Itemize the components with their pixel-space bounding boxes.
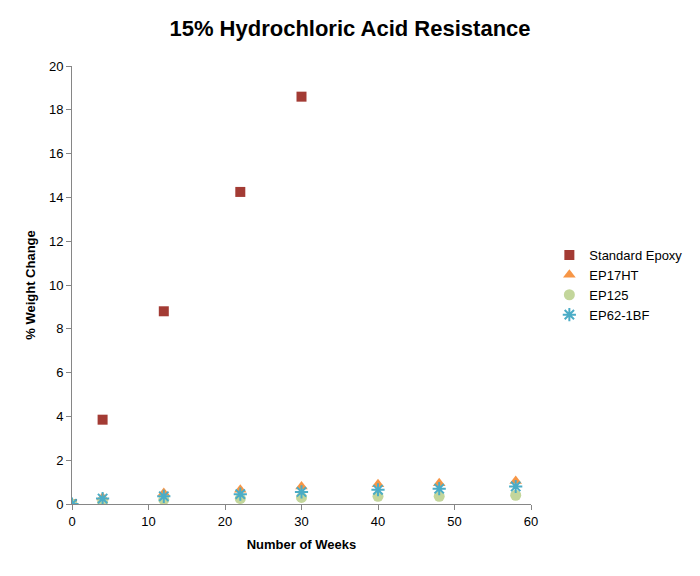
svg-text:30: 30 xyxy=(294,514,308,529)
svg-text:20: 20 xyxy=(49,59,63,74)
svg-text:4: 4 xyxy=(56,409,63,424)
svg-text:Number of Weeks: Number of Weeks xyxy=(247,537,357,552)
svg-text:50: 50 xyxy=(447,514,461,529)
svg-text:8: 8 xyxy=(56,321,63,336)
svg-text:20: 20 xyxy=(218,514,232,529)
svg-text:16: 16 xyxy=(49,146,63,161)
svg-text:EP62-1BF: EP62-1BF xyxy=(589,308,649,323)
svg-text:0: 0 xyxy=(56,497,63,512)
svg-text:10: 10 xyxy=(49,278,63,293)
svg-text:% Weight Change: % Weight Change xyxy=(23,230,38,340)
svg-text:15% Hydrochloric Acid Resistan: 15% Hydrochloric Acid Resistance xyxy=(169,16,530,41)
svg-text:40: 40 xyxy=(371,514,385,529)
svg-text:2: 2 xyxy=(56,453,63,468)
svg-text:6: 6 xyxy=(56,365,63,380)
svg-text:12: 12 xyxy=(49,234,63,249)
svg-text:Standard Epoxy: Standard Epoxy xyxy=(589,248,682,263)
svg-text:10: 10 xyxy=(141,514,155,529)
svg-text:EP125: EP125 xyxy=(589,288,628,303)
svg-text:0: 0 xyxy=(68,514,75,529)
svg-text:60: 60 xyxy=(524,514,538,529)
svg-text:EP17HT: EP17HT xyxy=(589,268,638,283)
svg-text:14: 14 xyxy=(49,190,63,205)
svg-text:18: 18 xyxy=(49,102,63,117)
